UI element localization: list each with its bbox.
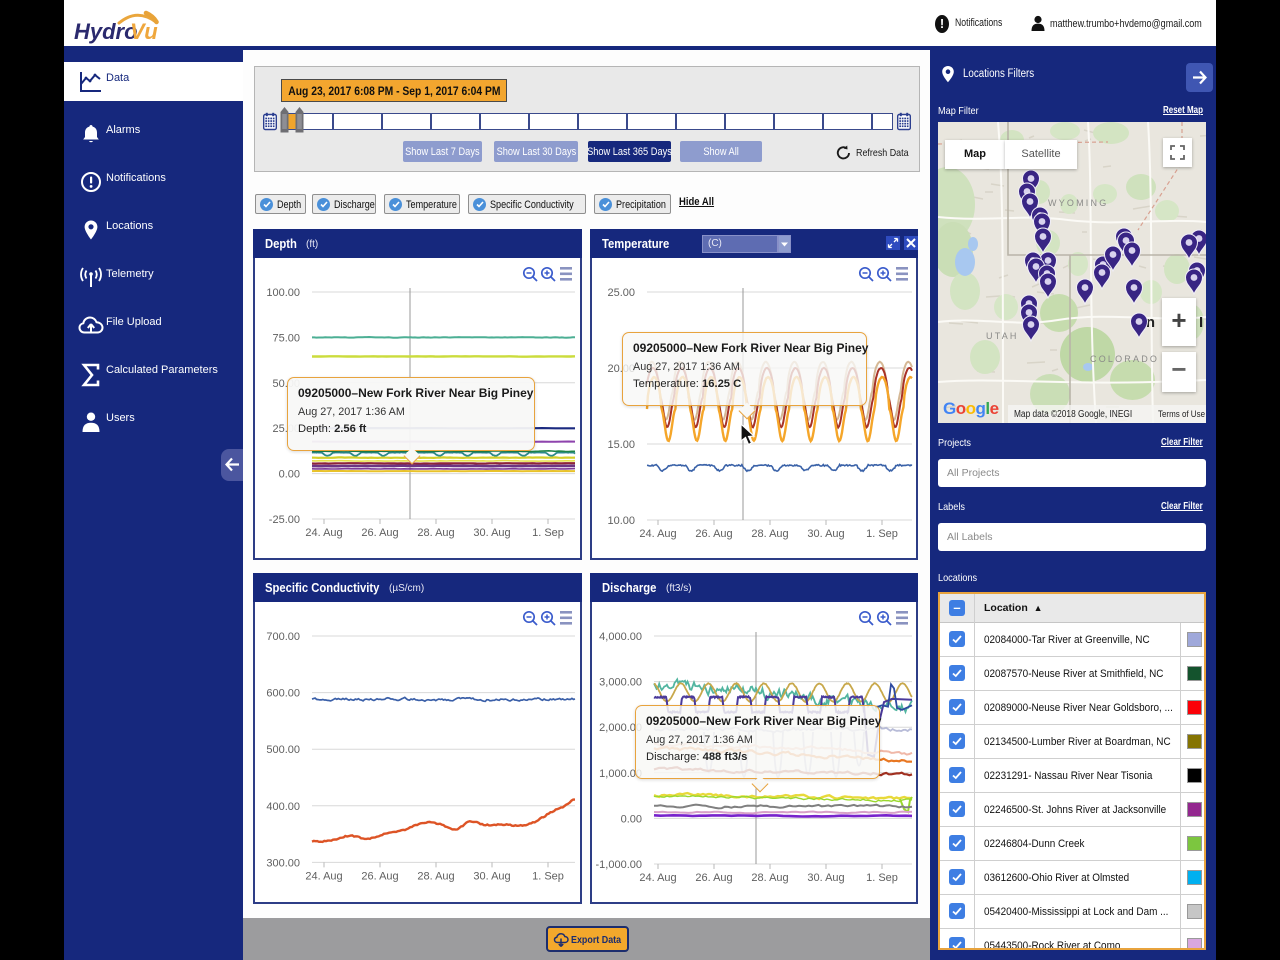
svg-text:10.00: 10.00 [607, 515, 635, 527]
svg-text:-1,000.00: -1,000.00 [596, 859, 642, 871]
svg-text:500.00: 500.00 [266, 744, 300, 756]
svg-text:75.00: 75.00 [272, 332, 300, 344]
svg-text:28. Aug: 28. Aug [751, 528, 788, 540]
svg-text:24. Aug: 24. Aug [639, 528, 676, 540]
svg-text:2,000.00: 2,000.00 [599, 722, 642, 734]
svg-text:UTAH: UTAH [986, 331, 1019, 341]
svg-text:25.00: 25.00 [607, 287, 635, 299]
svg-text:28. Aug: 28. Aug [751, 872, 788, 884]
svg-text:3,000.00: 3,000.00 [599, 677, 642, 689]
svg-text:100.00: 100.00 [266, 287, 300, 299]
svg-text:COLORADO: COLORADO [1090, 354, 1159, 364]
svg-text:1. Sep: 1. Sep [532, 527, 564, 539]
svg-text:1. Sep: 1. Sep [866, 528, 898, 540]
svg-text:1. Sep: 1. Sep [866, 872, 898, 884]
svg-text:Hydro: Hydro [74, 19, 138, 44]
svg-text:24. Aug: 24. Aug [639, 872, 676, 884]
svg-text:28. Aug: 28. Aug [417, 870, 454, 882]
svg-text:700.00: 700.00 [266, 631, 300, 643]
svg-text:26. Aug: 26. Aug [361, 527, 398, 539]
svg-text:600.00: 600.00 [266, 688, 300, 700]
svg-text:30. Aug: 30. Aug [807, 872, 844, 884]
svg-text:15.00: 15.00 [607, 439, 635, 451]
svg-text:0.00: 0.00 [279, 469, 300, 481]
svg-text:26. Aug: 26. Aug [695, 872, 732, 884]
svg-text:24. Aug: 24. Aug [305, 870, 342, 882]
svg-text:300.00: 300.00 [266, 857, 300, 869]
svg-text:28. Aug: 28. Aug [417, 527, 454, 539]
svg-text:26. Aug: 26. Aug [361, 870, 398, 882]
svg-text:-25.00: -25.00 [269, 514, 300, 526]
svg-text:400.00: 400.00 [266, 801, 300, 813]
svg-text:4,000.00: 4,000.00 [599, 631, 642, 643]
svg-text:0.00: 0.00 [621, 813, 642, 825]
svg-text:24. Aug: 24. Aug [305, 527, 342, 539]
svg-text:I: I [1199, 314, 1203, 331]
svg-text:WYOMING: WYOMING [1048, 198, 1108, 208]
svg-text:30. Aug: 30. Aug [807, 528, 844, 540]
svg-text:30. Aug: 30. Aug [473, 527, 510, 539]
svg-text:1,000.00: 1,000.00 [599, 768, 642, 780]
svg-text:30. Aug: 30. Aug [473, 870, 510, 882]
svg-text:Vu: Vu [130, 19, 158, 44]
svg-text:26. Aug: 26. Aug [695, 528, 732, 540]
svg-text:1. Sep: 1. Sep [532, 870, 564, 882]
